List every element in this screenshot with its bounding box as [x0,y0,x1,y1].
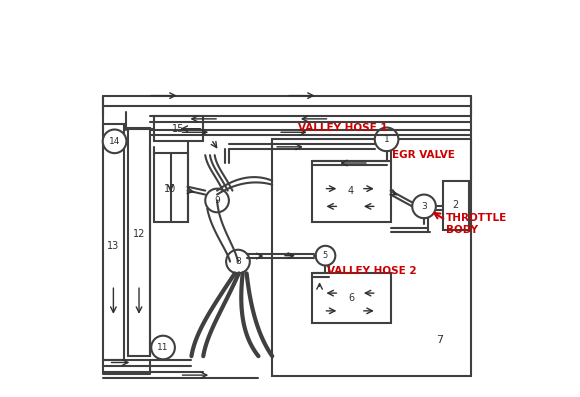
Circle shape [375,127,398,151]
Circle shape [412,195,436,218]
Text: 12: 12 [133,229,145,239]
Text: 2: 2 [452,200,459,210]
Circle shape [103,129,126,153]
Text: 4: 4 [348,187,354,197]
Text: VALLEY HOSE 1: VALLEY HOSE 1 [298,123,387,133]
Circle shape [316,246,335,266]
Text: 5: 5 [323,251,328,260]
Bar [311,161,390,222]
Bar [272,139,472,376]
Text: VALLEY HOSE 2: VALLEY HOSE 2 [328,266,417,276]
Bar [443,181,469,230]
Text: 6: 6 [348,293,354,303]
Text: 15: 15 [172,124,184,134]
Circle shape [151,336,175,359]
Text: 3: 3 [421,202,427,211]
Text: 1: 1 [384,135,389,144]
Text: EGR VALVE: EGR VALVE [393,150,455,160]
Bar [154,153,187,222]
Bar [311,274,390,323]
Text: 7: 7 [436,335,443,345]
Text: THROTTLE
BODY: THROTTLE BODY [445,213,507,235]
Text: 11: 11 [157,343,169,352]
Text: 10: 10 [164,184,177,194]
Circle shape [205,189,229,212]
Text: 8: 8 [235,257,241,266]
Text: 14: 14 [109,137,120,146]
Bar [128,127,150,356]
Circle shape [226,250,250,274]
Bar [154,116,203,141]
Text: 9: 9 [214,196,220,205]
Text: 13: 13 [107,241,119,251]
Bar [103,123,125,360]
